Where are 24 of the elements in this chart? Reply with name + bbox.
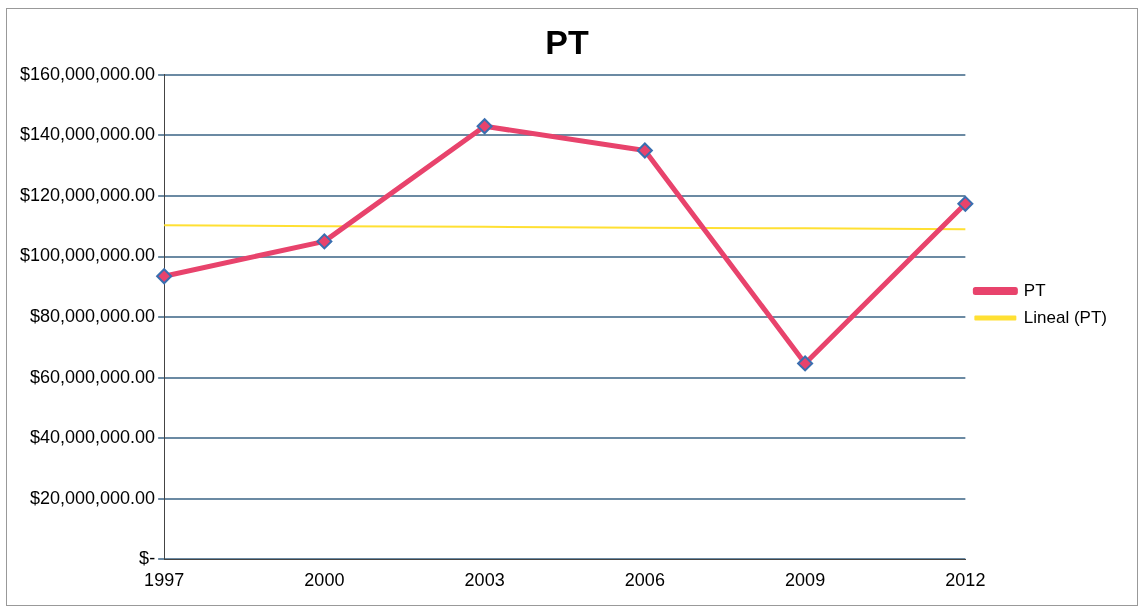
x-tick-label: 1997 — [144, 570, 185, 591]
x-tick-label: 2009 — [785, 570, 826, 591]
y-tick-label: $140,000,000.00 — [19, 124, 156, 145]
y-tick-label: $80,000,000.00 — [30, 306, 156, 327]
y-tick-label: $- — [139, 548, 156, 569]
x-tick-label: 2000 — [304, 570, 345, 591]
point — [476, 118, 493, 135]
y-tick-label: $100,000,000.00 — [19, 245, 156, 266]
y-tick-label: $40,000,000.00 — [30, 427, 156, 448]
y-tick-label: $60,000,000.00 — [30, 366, 156, 387]
y-tick-label: $160,000,000.00 — [19, 63, 156, 84]
legend-label: PT — [1023, 280, 1046, 300]
x-tick-label: 2012 — [945, 570, 986, 591]
y-tick-label: $120,000,000.00 — [19, 184, 156, 205]
point — [957, 195, 974, 212]
x-tick-label: 2006 — [624, 570, 665, 591]
y-tick-label: $20,000,000.00 — [30, 487, 156, 508]
point — [316, 233, 333, 250]
legend-label: Lineal (PT) — [1023, 307, 1107, 327]
point — [797, 355, 814, 372]
point — [636, 142, 653, 159]
point — [156, 268, 173, 285]
chart-title: PT — [545, 22, 589, 61]
x-tick-label: 2003 — [464, 570, 505, 591]
